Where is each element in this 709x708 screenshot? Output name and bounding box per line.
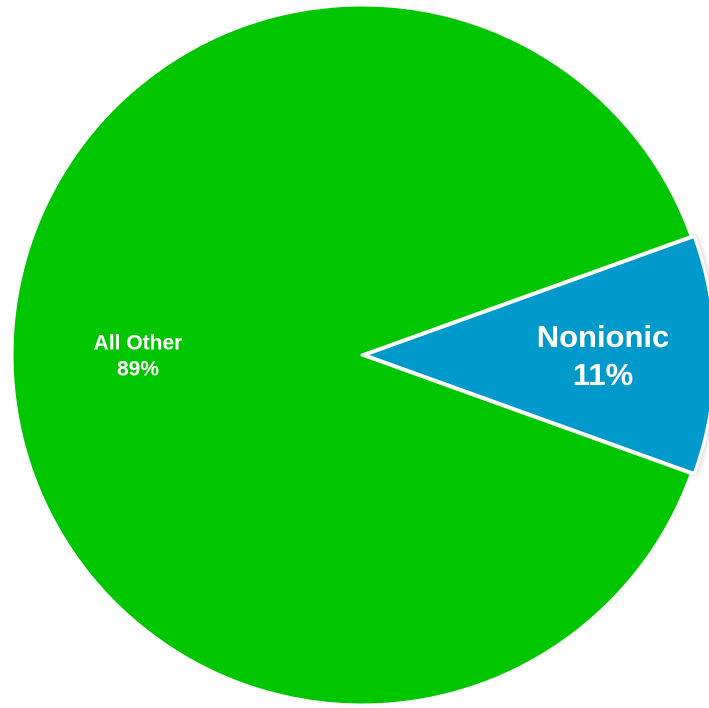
slice-label-all-other: All Other xyxy=(94,331,183,354)
pie-slice-nonionic xyxy=(363,234,709,476)
pie-slice-all-other xyxy=(10,3,693,707)
slice-value-nonionic: 11% xyxy=(573,357,633,392)
slice-label-nonionic: Nonionic xyxy=(537,319,670,354)
slice-value-all-other: 89% xyxy=(117,357,159,380)
pie-slices xyxy=(10,3,709,707)
